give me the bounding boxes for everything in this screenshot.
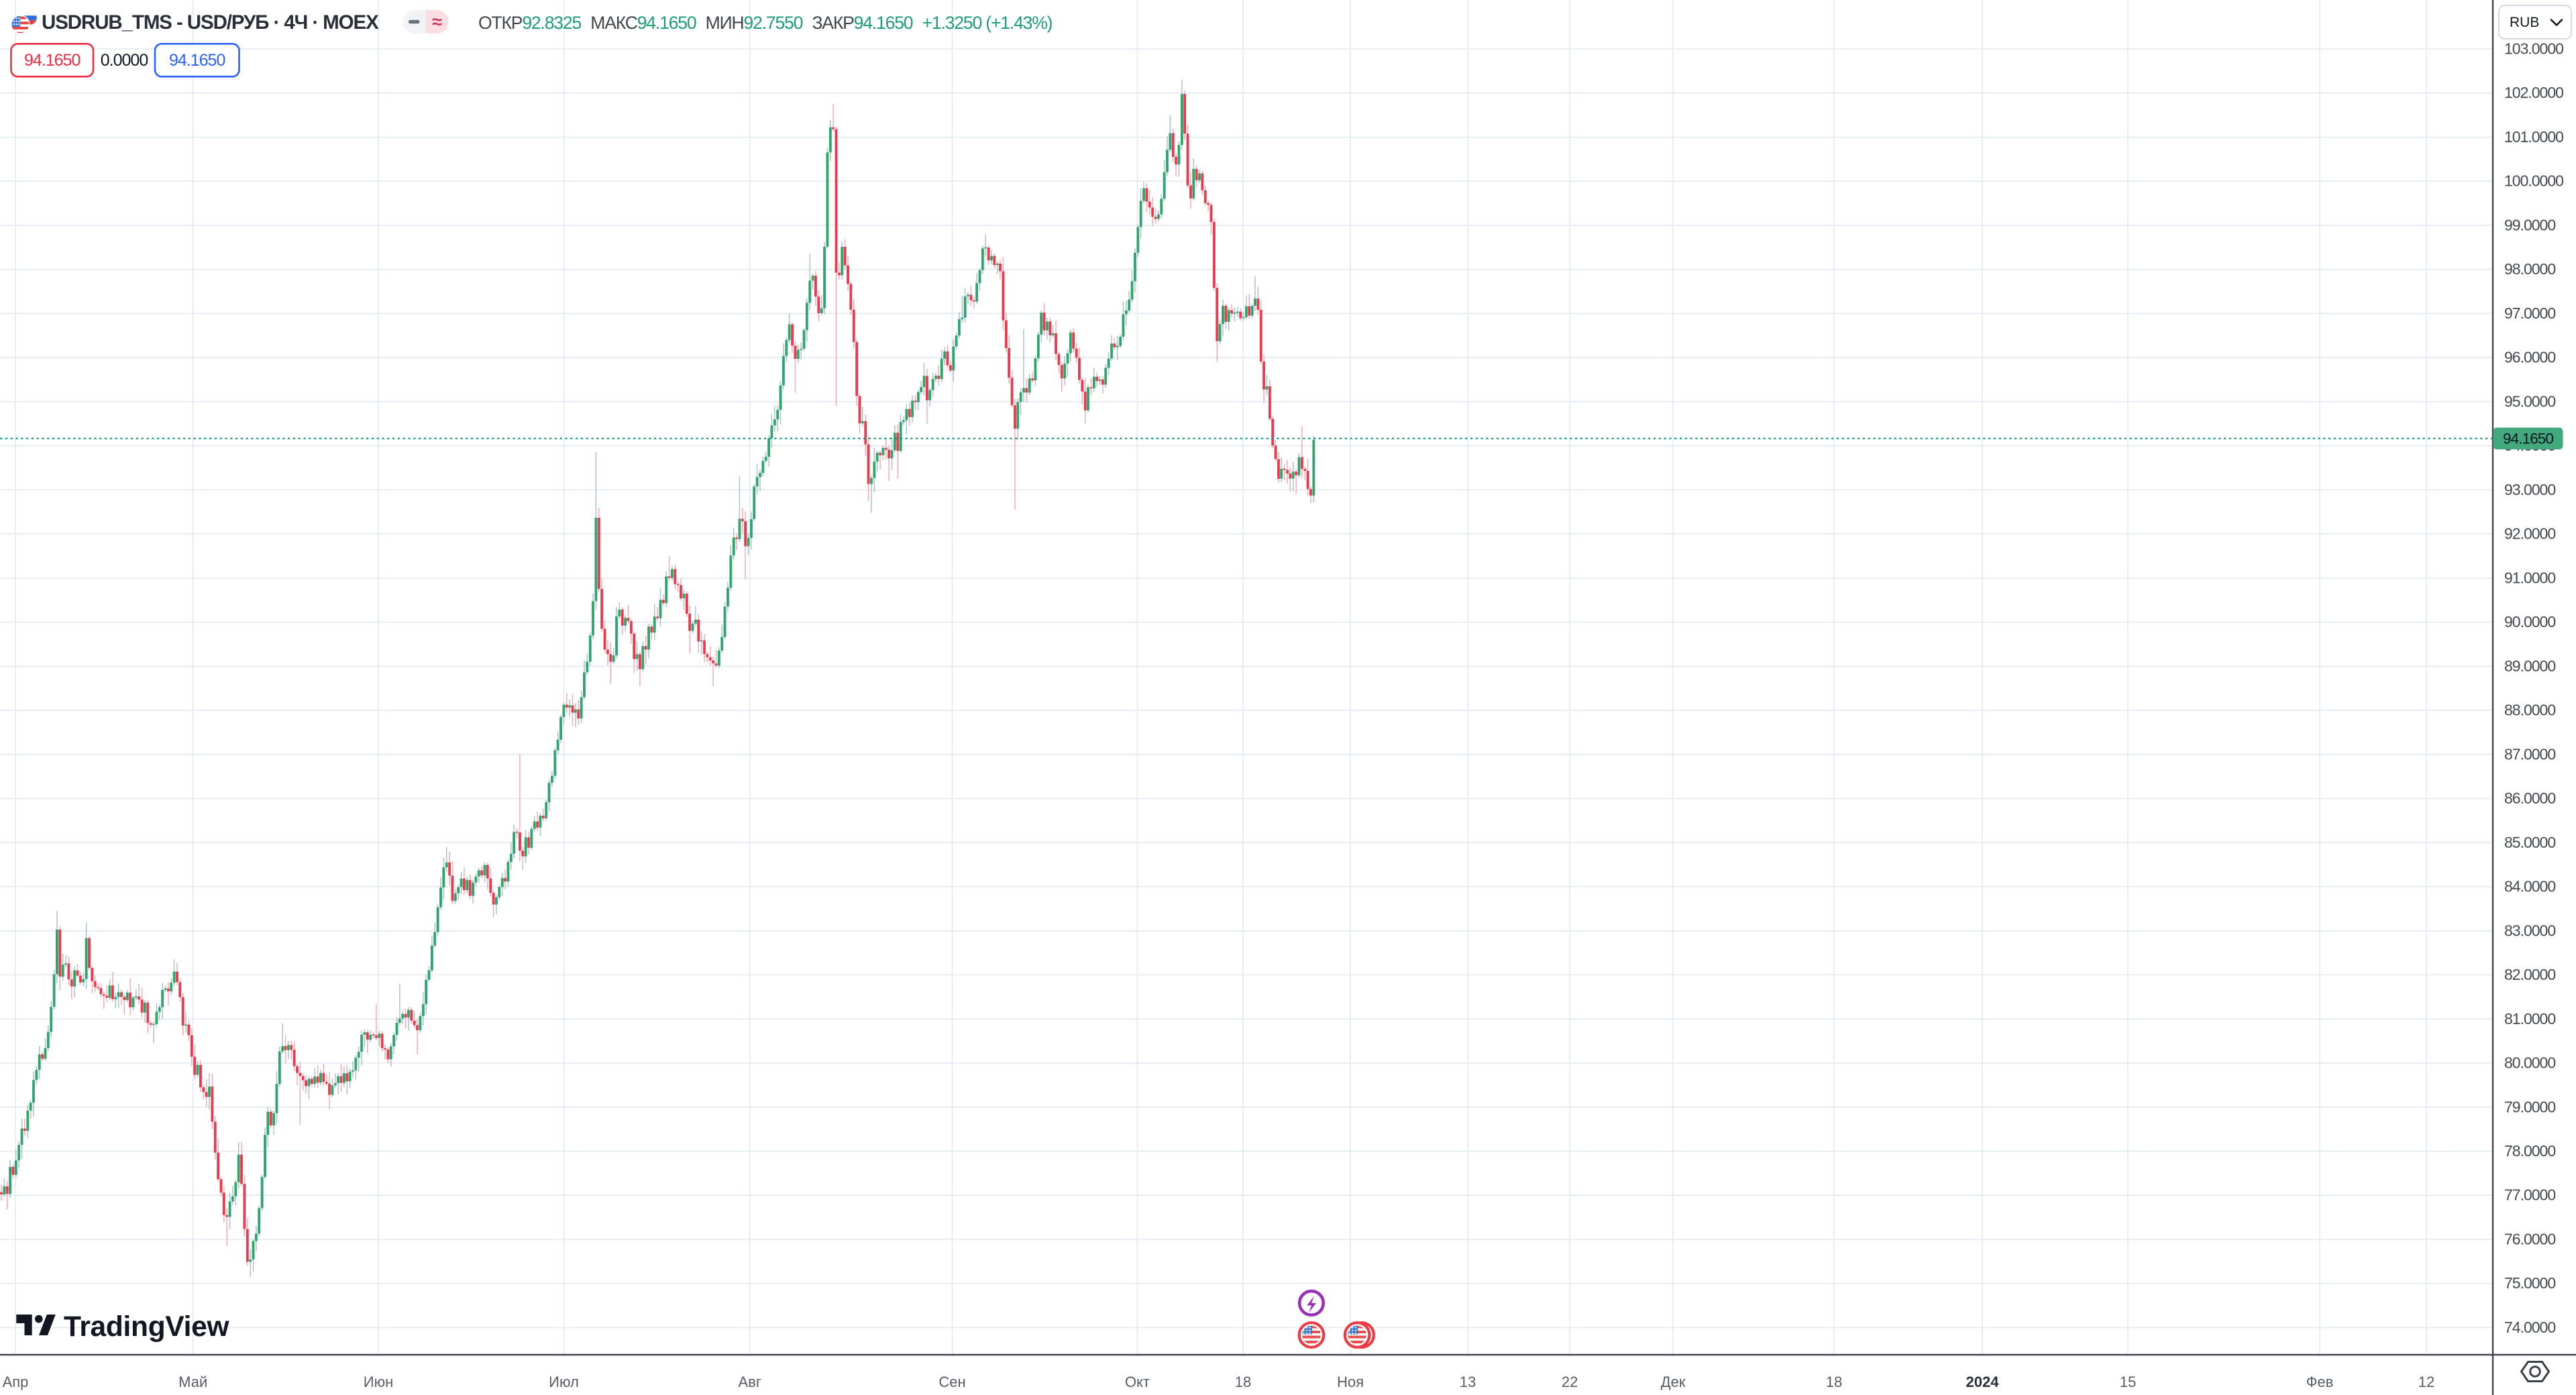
svg-text:RUB: RUB <box>2510 15 2539 30</box>
svg-text:93.0000: 93.0000 <box>2504 481 2555 498</box>
svg-text:92.0000: 92.0000 <box>2504 525 2555 543</box>
svg-text:94.1650: 94.1650 <box>2503 431 2553 447</box>
svg-text:Окт: Окт <box>1125 1374 1150 1390</box>
svg-text:83.0000: 83.0000 <box>2504 922 2555 939</box>
svg-text:12: 12 <box>2418 1374 2434 1390</box>
svg-text:Авг: Авг <box>739 1374 761 1390</box>
svg-text:Фев: Фев <box>2306 1374 2334 1390</box>
svg-text:Июл: Июл <box>549 1374 579 1390</box>
svg-text:22: 22 <box>1562 1374 1578 1390</box>
svg-text:94.1650: 94.1650 <box>169 51 225 70</box>
svg-text:103.0000: 103.0000 <box>2504 40 2563 58</box>
svg-text:Апр: Апр <box>3 1374 29 1390</box>
svg-text:18: 18 <box>1826 1374 1842 1390</box>
svg-text:81.0000: 81.0000 <box>2504 1010 2555 1027</box>
svg-text:15: 15 <box>2120 1374 2136 1390</box>
svg-text:96.0000: 96.0000 <box>2504 349 2555 366</box>
svg-text:82.0000: 82.0000 <box>2504 966 2555 983</box>
svg-text:Июн: Июн <box>364 1374 393 1390</box>
svg-text:101.0000: 101.0000 <box>2504 128 2563 146</box>
svg-text:2024: 2024 <box>1966 1374 2000 1390</box>
svg-text:Дек: Дек <box>1661 1374 1686 1390</box>
svg-text:80.0000: 80.0000 <box>2504 1054 2555 1072</box>
svg-text:91.0000: 91.0000 <box>2504 569 2555 586</box>
svg-text:76.0000: 76.0000 <box>2504 1231 2555 1248</box>
svg-text:TradingView: TradingView <box>64 1311 230 1343</box>
svg-text:89.0000: 89.0000 <box>2504 657 2555 675</box>
svg-text:85.0000: 85.0000 <box>2504 834 2555 851</box>
svg-text:75.0000: 75.0000 <box>2504 1274 2555 1292</box>
svg-text:102.0000: 102.0000 <box>2504 84 2563 101</box>
svg-text:78.0000: 78.0000 <box>2504 1142 2555 1160</box>
svg-text:98.0000: 98.0000 <box>2504 260 2555 278</box>
svg-text:84.0000: 84.0000 <box>2504 878 2555 895</box>
svg-text:100.0000: 100.0000 <box>2504 172 2563 190</box>
svg-text:0.0000: 0.0000 <box>101 51 148 70</box>
svg-text:95.0000: 95.0000 <box>2504 392 2555 410</box>
svg-text:94.1650: 94.1650 <box>24 51 80 70</box>
svg-text:88.0000: 88.0000 <box>2504 702 2555 719</box>
svg-text:74.0000: 74.0000 <box>2504 1319 2555 1336</box>
svg-text:99.0000: 99.0000 <box>2504 217 2555 234</box>
svg-text:79.0000: 79.0000 <box>2504 1098 2555 1115</box>
svg-text:97.0000: 97.0000 <box>2504 304 2555 322</box>
svg-text:USDRUB_TMS - USD/РУБ · 4Ч · MO: USDRUB_TMS - USD/РУБ · 4Ч · MOEX <box>42 11 379 34</box>
svg-text:Май: Май <box>178 1374 207 1390</box>
svg-text:18: 18 <box>1235 1374 1251 1390</box>
svg-text:77.0000: 77.0000 <box>2504 1186 2555 1204</box>
svg-text:ОТКР92.8325 МАКС94.1650 МИН92.: ОТКР92.8325 МАКС94.1650 МИН92.7550 ЗАКР9… <box>478 13 1053 33</box>
svg-text:86.0000: 86.0000 <box>2504 789 2555 807</box>
svg-text:90.0000: 90.0000 <box>2504 613 2555 630</box>
svg-text:Ноя: Ноя <box>1337 1374 1364 1390</box>
svg-text:≈: ≈ <box>432 12 442 32</box>
svg-text:13: 13 <box>1460 1374 1476 1390</box>
svg-text:Сен: Сен <box>938 1374 965 1390</box>
svg-text:87.0000: 87.0000 <box>2504 745 2555 763</box>
